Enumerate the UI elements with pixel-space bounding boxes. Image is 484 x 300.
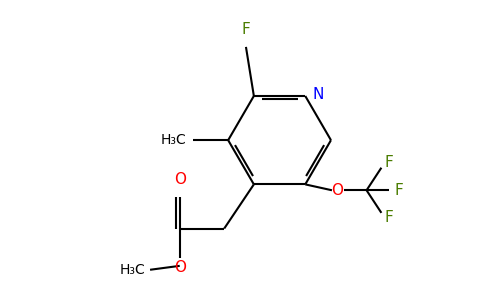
Text: N: N [312, 86, 324, 101]
Text: F: F [242, 22, 250, 37]
Text: H₃C: H₃C [161, 133, 187, 147]
Text: F: F [384, 210, 393, 225]
Text: O: O [331, 183, 343, 198]
Text: F: F [394, 183, 403, 198]
Text: H₃C: H₃C [120, 263, 145, 277]
Text: O: O [174, 172, 186, 187]
Text: O: O [174, 260, 186, 275]
Text: F: F [384, 155, 393, 170]
